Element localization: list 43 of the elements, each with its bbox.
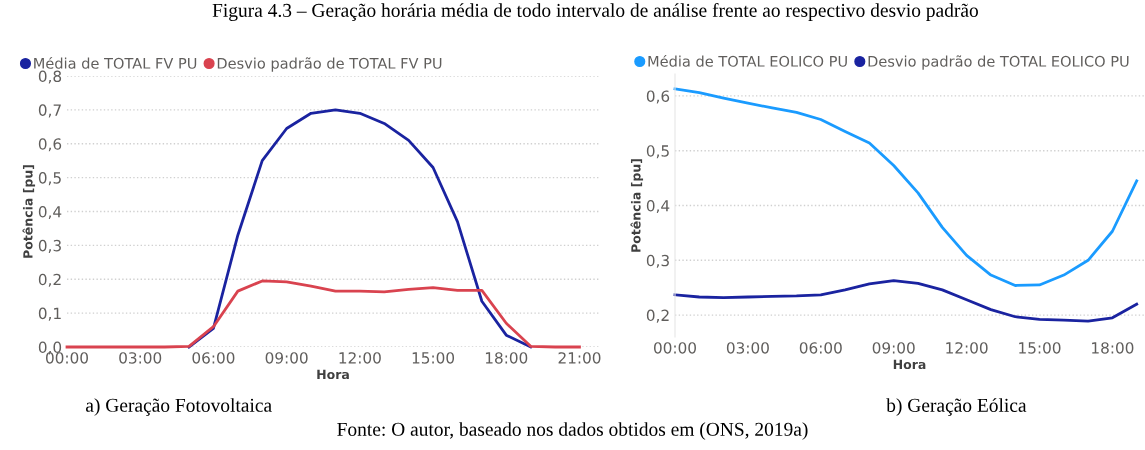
y-tick-label: 0,8 [38,70,62,84]
y-tick-label: 0,7 [38,104,61,118]
y-tick-label: 0,2 [646,309,669,323]
y-tick-label: 0,3 [38,239,61,253]
x-tick-label: 18:00 [1092,342,1134,354]
y-axis-title: Potência [pu] [22,165,36,258]
text: a) Geração Fotovoltaica [86,398,272,416]
x-tick-label: 15:00 [1019,342,1061,354]
y-tick-label: 0,4 [38,205,62,220]
line-series [65,279,581,349]
x-tick-label: 03:00 [119,352,162,364]
y-tick-label: 0,1 [38,307,61,321]
x-tick-label: 15:00 [412,352,455,364]
x-tick-label: 18:00 [485,352,528,364]
x-tick-label: 09:00 [265,352,308,364]
y-tick-label: 0,6 [646,90,670,104]
x-tick-label: 00:00 [653,342,696,354]
y-tick-label: 0,5 [646,145,669,159]
line-series [187,108,533,349]
x-tick-label: 06:00 [799,342,842,354]
y-tick-label: 0,5 [38,172,61,186]
x-tick-label: 03:00 [726,342,769,354]
y-tick-label: 0,2 [38,273,61,287]
y-axis-title: Potência [pu] [630,159,644,252]
source-note: Fonte: O autor, baseado nos dados obtidos em (ONS, 2019a) [337,422,808,440]
y-tick-label: 0,4 [646,199,670,214]
legend-label: Desvio padrão de TOTAL FV PU [217,57,442,72]
y-tick-label: 0,6 [38,138,62,152]
x-tick-label: 21:00 [558,352,601,364]
x-axis-title: Hora [317,369,349,380]
legend-label: Desvio padrão de TOTAL EOLICO PU [868,55,1129,70]
x-tick-label: 06:00 [192,352,235,364]
legend-label: Média de TOTAL FV PU [34,56,197,69]
x-tick-label: 12:00 [946,342,988,354]
line-series [673,87,1139,287]
line-series [673,279,1139,323]
legend-label: Média de TOTAL EOLICO PU [648,54,847,67]
chart-title: Figura 4.3 – Geração horária média de todo intervalo de análise frente ao respectivo desvio padrão [212,3,978,21]
x-tick-label: 09:00 [872,342,915,354]
text: b) Geração Eólica [886,398,1027,416]
x-axis-title: Hora [893,359,926,370]
x-tick-label: 12:00 [339,352,381,364]
y-tick-label: 0,3 [646,254,669,268]
